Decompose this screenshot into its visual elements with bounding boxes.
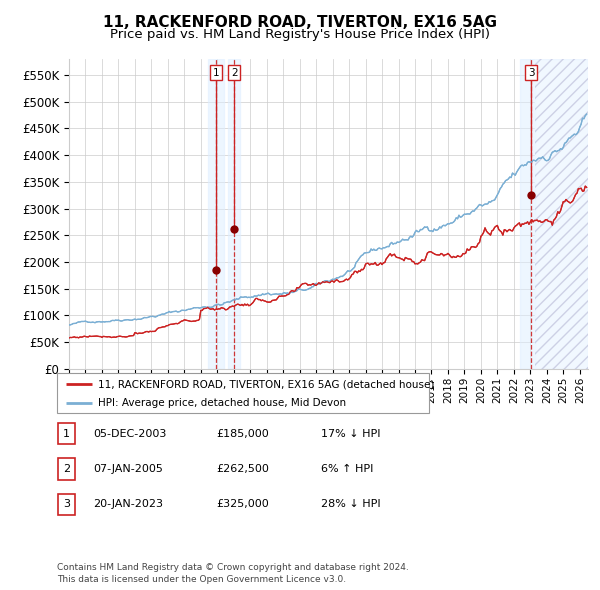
Text: 17% ↓ HPI: 17% ↓ HPI: [321, 429, 380, 438]
FancyBboxPatch shape: [58, 494, 75, 515]
Text: 11, RACKENFORD ROAD, TIVERTON, EX16 5AG: 11, RACKENFORD ROAD, TIVERTON, EX16 5AG: [103, 15, 497, 30]
Text: 07-JAN-2005: 07-JAN-2005: [93, 464, 163, 474]
Text: 20-JAN-2023: 20-JAN-2023: [93, 500, 163, 509]
FancyBboxPatch shape: [58, 458, 75, 480]
Text: 2: 2: [231, 68, 238, 78]
Text: £325,000: £325,000: [216, 500, 269, 509]
Text: £185,000: £185,000: [216, 429, 269, 438]
FancyBboxPatch shape: [58, 423, 75, 444]
Text: 3: 3: [528, 68, 535, 78]
Text: Price paid vs. HM Land Registry's House Price Index (HPI): Price paid vs. HM Land Registry's House …: [110, 28, 490, 41]
Text: 1: 1: [212, 68, 219, 78]
Text: Contains HM Land Registry data © Crown copyright and database right 2024.
This d: Contains HM Land Registry data © Crown c…: [57, 563, 409, 584]
Bar: [520, 59, 542, 369]
Text: 28% ↓ HPI: 28% ↓ HPI: [321, 500, 380, 509]
Text: £262,500: £262,500: [216, 464, 269, 474]
Text: 6% ↑ HPI: 6% ↑ HPI: [321, 464, 373, 474]
Text: HPI: Average price, detached house, Mid Devon: HPI: Average price, detached house, Mid …: [98, 398, 346, 408]
Text: 2: 2: [63, 464, 70, 474]
Text: 11, RACKENFORD ROAD, TIVERTON, EX16 5AG (detached house): 11, RACKENFORD ROAD, TIVERTON, EX16 5AG …: [98, 379, 434, 389]
Text: 3: 3: [63, 500, 70, 509]
Bar: [229, 59, 240, 369]
Bar: [535, 59, 588, 369]
Text: 05-DEC-2003: 05-DEC-2003: [93, 429, 166, 438]
Text: 1: 1: [63, 429, 70, 438]
Bar: [208, 59, 224, 369]
FancyBboxPatch shape: [57, 373, 429, 413]
Bar: [535, 59, 588, 369]
Bar: [535, 59, 588, 369]
